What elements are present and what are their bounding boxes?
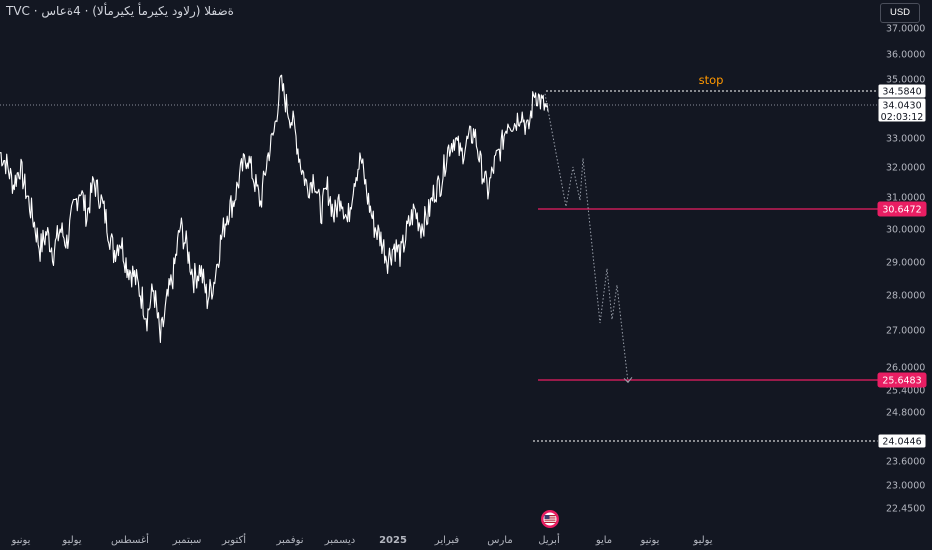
x-tick-label: أغسطس	[111, 533, 149, 546]
price-tag-label: 25.6483	[882, 376, 921, 387]
x-tick-label: فبراير	[434, 535, 460, 546]
y-tick-label: 26.0000	[886, 363, 925, 374]
projection-path	[544, 93, 629, 383]
y-tick-label: 35.0000	[886, 75, 925, 86]
y-tick-label: 31.0000	[886, 193, 925, 204]
y-tick-label: 36.0000	[886, 50, 925, 61]
y-tick-label: 37.0000	[886, 24, 925, 35]
y-tick-label: 29.0000	[886, 258, 925, 269]
y-tick-label: 33.0000	[886, 134, 925, 145]
price-tag	[877, 97, 927, 123]
x-axis: يونيو يوليو أغسطس سبتمبر أكتوبر نوفمبر ديسمبر 2…	[11, 533, 713, 546]
projection-arrowhead	[623, 377, 633, 384]
y-tick-label: 25.4000	[886, 386, 925, 397]
price-tag	[877, 433, 927, 449]
price-tag-label: 34.5840	[882, 87, 921, 98]
price-tag	[877, 201, 927, 217]
x-tick-label: يوليو	[692, 535, 712, 546]
y-tick-label: 28.0000	[886, 291, 925, 302]
x-tick-label: أبريل	[538, 533, 560, 546]
chart-title: TVC · ةضفلا (رلاود يكيرمأ يكيرمألا) · 4ة…	[6, 4, 234, 18]
y-tick-label: 23.6000	[886, 457, 925, 468]
x-tick-label: يونيو	[11, 535, 31, 546]
price-series-line	[0, 74, 549, 344]
y-tick-label: 32.0000	[886, 163, 925, 174]
x-tick-label: سبتمبر	[172, 535, 202, 546]
y-tick-label: 23.0000	[886, 481, 925, 492]
price-tag-label: 24.0446	[882, 437, 921, 448]
us-flag-icon[interactable]	[541, 510, 559, 528]
price-tag-label: 30.6472	[882, 205, 921, 216]
currency-button[interactable]: USD	[880, 3, 920, 23]
y-axis: 37.0000 36.0000 35.0000 33.0000 32.0000 31.00…	[886, 24, 925, 515]
y-tick-label: 24.8000	[886, 408, 925, 419]
x-tick-label: مايو	[595, 535, 612, 546]
projection-layer	[544, 93, 633, 384]
stop-label: stop	[699, 73, 724, 87]
y-tick-label: 27.0000	[886, 326, 925, 337]
x-tick-label: ديسمبر	[324, 535, 355, 546]
series-layer	[0, 74, 549, 344]
x-tick-label: مارس	[487, 535, 512, 546]
y-tick-label: 30.0000	[886, 225, 925, 236]
x-tick-label: يوليو	[61, 535, 81, 546]
x-tick-label: يونيو	[640, 535, 660, 546]
x-tick-label: 2025	[379, 535, 407, 546]
price-levels	[0, 90, 878, 442]
price-tag	[877, 372, 927, 388]
y-tick-label: 22.4500	[886, 504, 925, 515]
price-tag-label: 34.0430	[882, 101, 921, 112]
countdown-label: 02:03:12	[881, 112, 924, 123]
x-tick-label: أكتوبر	[221, 533, 246, 546]
x-tick-label: نوفمبر	[275, 535, 303, 546]
